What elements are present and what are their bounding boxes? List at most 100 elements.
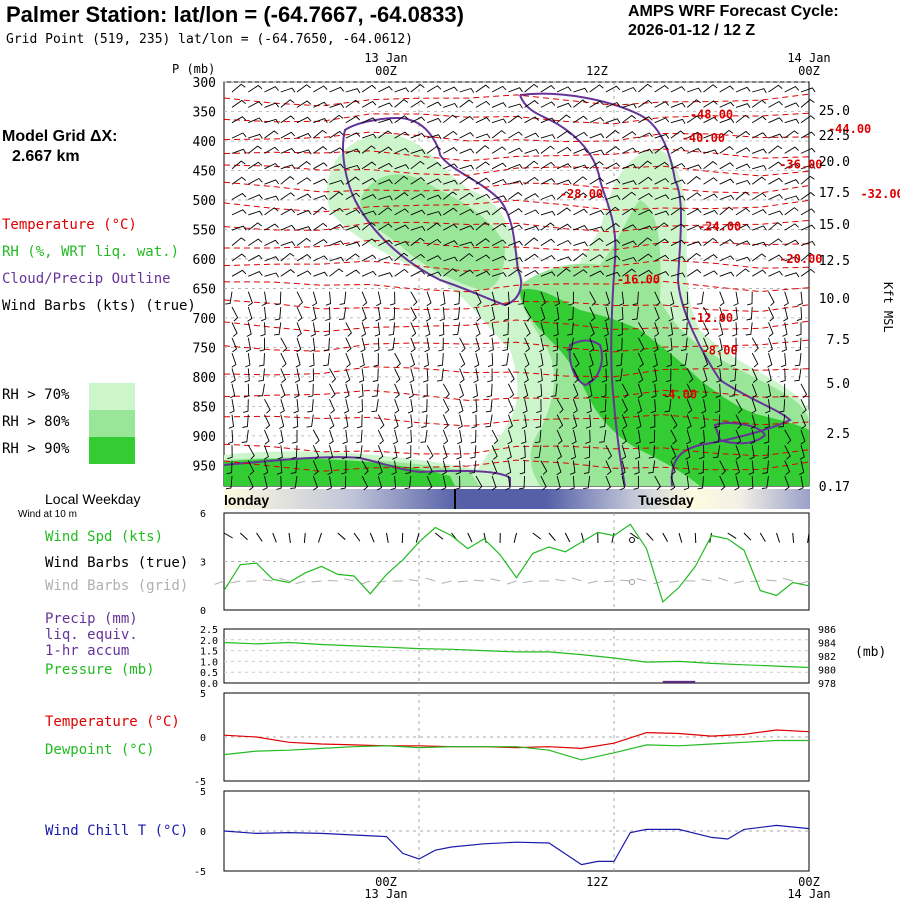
wind-barb [258,368,265,382]
wind-barb [654,117,670,124]
wind-barb [313,222,328,231]
wind-barb [394,131,409,139]
wind-barb [703,337,709,353]
wind-barb [457,414,463,429]
wind-barb [716,353,723,368]
wind-barb [231,225,247,231]
wind-barb [523,368,529,383]
wind-barb [800,429,806,445]
wind-barb [524,337,531,353]
surface-wind-barb [776,532,781,543]
calm-wind-marker [629,537,635,543]
wind-barb [735,240,751,247]
wind-barb [540,254,556,262]
wind-barb [475,270,491,277]
wind-barb [654,133,670,139]
wind-barb [456,445,462,460]
wind-barb [667,337,673,352]
wind-barb [491,85,507,93]
wind-barb [751,352,759,368]
wind-barb [573,176,588,185]
wind-barb [733,291,739,307]
wind-barb [345,164,361,171]
wind-barb [654,210,670,216]
wind-barb [408,383,414,399]
wind-barb [751,368,758,383]
wind-barb [637,337,645,353]
surface-wind-barb [360,580,371,585]
wind-barb [410,306,417,322]
surface-wind-barb [415,532,420,543]
wind-barb [312,429,320,445]
surface-wind-barb [369,532,375,543]
wind-barb [491,130,506,139]
wind-barb [703,100,718,108]
pressure-tick-label: 986 [818,625,836,636]
wind-barb [605,206,620,216]
wind-barb [475,100,491,108]
wind-barb [278,429,284,445]
wind-barb [784,130,799,139]
wind-barb [540,306,546,322]
wind-barb [264,414,271,429]
rh90-swatch [89,437,135,464]
wind-barb [459,164,475,170]
wind-barb [519,475,526,490]
wind-barb [260,322,266,337]
wind-barb [599,414,607,428]
wind-barb [426,211,442,217]
wind-barb [637,368,644,383]
wind-barb [296,254,312,262]
wind-barb [507,383,515,399]
wind-barb [306,414,314,428]
wind-barb [443,179,458,185]
cloud-outline [568,339,603,387]
wind-barb [313,255,328,262]
surface-wind-barb [646,532,654,541]
wind-barb [248,101,263,108]
wind-barb [524,209,540,216]
wind-barb [378,146,393,154]
wind-barb [378,207,393,216]
wind-barb [751,99,767,108]
wind-barb [534,445,542,459]
wind-barb [264,102,280,108]
top-hour-2: 00Z [798,64,820,78]
wind-barb [455,460,461,475]
wind-barb [735,103,751,109]
wind-barb [230,368,236,383]
wind-barb [556,429,563,445]
wind-barb [735,147,751,154]
wind-barb [682,291,689,306]
wind-barb [586,399,592,414]
wind-barb [296,270,312,277]
temp-panel-frame [223,692,810,782]
precip-tick-label: 2.0 [200,636,218,647]
wind-barb [556,223,572,231]
surface-wind-barb [386,532,389,543]
wind-barb [329,383,336,399]
wind-barb [323,337,330,352]
wind-barb [241,429,249,443]
wind-barb [768,194,783,200]
rh70-swatch [89,383,135,410]
wind-barb [410,193,426,200]
wind-barb [605,445,613,460]
wind-barb [280,87,296,93]
wind-barb [536,383,543,398]
wind-barb [703,270,718,277]
wind-barb [734,475,740,491]
wind-barb [313,162,328,170]
surface-wind-barb [718,577,728,582]
rh80-swatch [89,410,135,437]
wind-barb [687,148,702,154]
wind-barb [567,322,574,336]
wind-barb [393,414,399,430]
wind-barb [426,145,441,154]
wind-barb [603,322,609,337]
wind-barb [784,118,800,124]
wind-barb [654,84,669,93]
wind-barb [394,99,409,108]
wind-barb [341,460,347,475]
wind-barb [374,337,380,352]
